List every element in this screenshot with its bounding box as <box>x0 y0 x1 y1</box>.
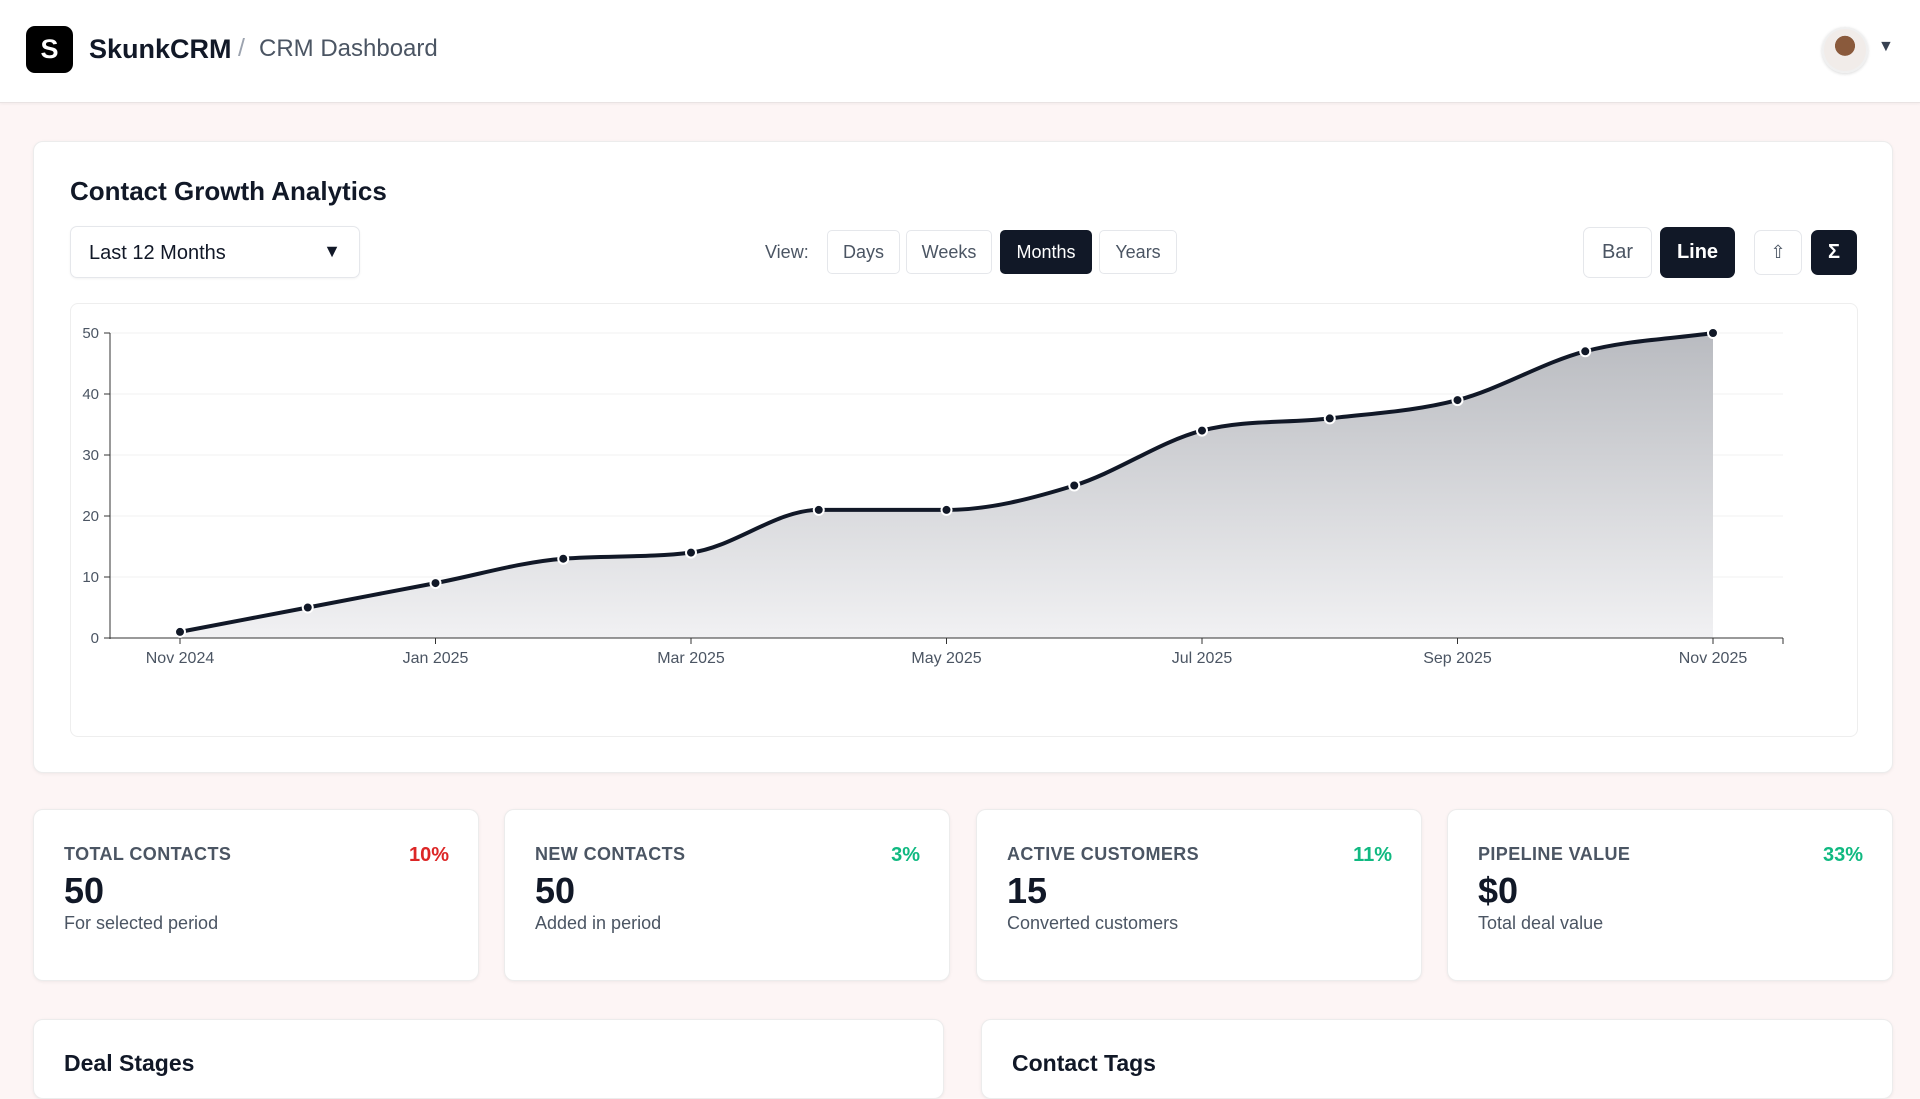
stat-card: PIPELINE VALUE 33% $0 Total deal value <box>1447 809 1893 981</box>
stat-change: 33% <box>1822 844 1863 866</box>
user-avatar-icon[interactable] <box>1822 27 1868 73</box>
y-tick-label: 0 <box>91 630 99 647</box>
data-point <box>1451 394 1464 407</box>
logo[interactable]: S <box>26 26 73 73</box>
stat-card: ACTIVE CUSTOMERS 11% 15 Converted custom… <box>976 809 1422 981</box>
view-label: View: <box>765 242 809 262</box>
stat-card: TOTAL CONTACTS 10% 50 For selected perio… <box>33 809 479 981</box>
data-point <box>1323 412 1336 425</box>
contact-growth-chart: 0 10 20 30 40 50 Nov 2024 Jan 2025 Mar 2025 May 2… <box>82 325 1784 667</box>
contact-tags-title: Contact Tags <box>1012 1050 1156 1076</box>
chart-container: 0 10 20 30 40 50 Nov 2024 Jan 2025 Mar 2025 May 2… <box>70 303 1858 737</box>
view-months-button[interactable]: Months <box>1000 230 1092 274</box>
data-point <box>685 546 697 559</box>
view-days-button[interactable]: Days <box>827 230 900 274</box>
stat-value: 50 <box>535 870 576 911</box>
data-point <box>1579 345 1592 358</box>
view-weeks-button[interactable]: Weeks <box>906 230 992 274</box>
x-tick-label: Jul 2025 <box>1172 650 1233 667</box>
x-tick-label: Nov 2024 <box>146 650 215 667</box>
view-years-button[interactable]: Years <box>1099 230 1177 274</box>
stat-subtitle: Added in period <box>535 913 662 933</box>
stat-card: NEW CONTACTS 3% 50 Added in period <box>504 809 950 981</box>
x-tick-label: May 2025 <box>911 650 981 667</box>
stat-label: PIPELINE VALUE <box>1478 844 1631 864</box>
breadcrumb-separator: / <box>238 34 245 62</box>
export-icon[interactable]: ⇧ <box>1754 230 1802 275</box>
x-tick-label: Mar 2025 <box>657 650 725 667</box>
chevron-down-icon[interactable]: ▼ <box>1878 38 1894 55</box>
data-point <box>174 625 186 638</box>
line-chart-button[interactable]: Line <box>1660 227 1735 278</box>
y-tick-label: 40 <box>82 386 99 403</box>
stat-value: $0 <box>1478 870 1519 911</box>
stat-label: ACTIVE CUSTOMERS <box>1007 844 1200 864</box>
data-point <box>940 503 953 516</box>
y-tick-label: 30 <box>82 447 99 464</box>
area-fill <box>180 333 1713 638</box>
data-point <box>301 601 314 614</box>
deal-stages-card: Deal Stages <box>33 1019 944 1099</box>
y-tick-label: 20 <box>82 508 99 525</box>
stat-label: NEW CONTACTS <box>535 844 686 864</box>
data-point <box>1196 424 1208 437</box>
x-tick-label: Jan 2025 <box>403 650 469 667</box>
deal-stages-title: Deal Stages <box>64 1050 195 1076</box>
x-tick-label: Sep 2025 <box>1423 650 1492 667</box>
stat-subtitle: Total deal value <box>1478 913 1604 933</box>
data-point <box>812 503 825 516</box>
sum-icon[interactable]: Σ <box>1811 230 1857 275</box>
stat-subtitle: For selected period <box>64 913 219 933</box>
date-range-select[interactable]: Last 12 Months ▼ <box>70 226 360 278</box>
x-tick-label: Nov 2025 <box>1679 650 1748 667</box>
data-point <box>1707 327 1719 339</box>
y-tick-label: 50 <box>82 325 99 342</box>
stat-value: 15 <box>1007 870 1048 911</box>
stat-change: 10% <box>408 844 449 866</box>
top-header: S SkunkCRM / CRM Dashboard ▼ <box>0 0 1920 103</box>
card-title: Contact Growth Analytics <box>70 176 387 206</box>
stat-value: 50 <box>64 870 105 911</box>
breadcrumb: CRM Dashboard <box>259 35 438 62</box>
dropdown-arrow-icon: ▼ <box>323 241 341 261</box>
y-tick-label: 10 <box>82 569 99 586</box>
data-point <box>557 552 570 565</box>
bar-chart-button[interactable]: Bar <box>1583 227 1652 278</box>
data-point <box>1068 479 1081 492</box>
stat-change: 3% <box>891 844 920 866</box>
stat-change: 11% <box>1353 844 1392 866</box>
stat-subtitle: Converted customers <box>1007 913 1179 933</box>
brand-name[interactable]: SkunkCRM <box>89 34 232 64</box>
data-point <box>429 577 442 590</box>
stat-label: TOTAL CONTACTS <box>64 844 232 864</box>
date-range-value: Last 12 Months <box>89 242 226 264</box>
contact-growth-card: Contact Growth Analytics Last 12 Months ▼… <box>33 141 1893 773</box>
contact-tags-card: Contact Tags <box>981 1019 1893 1099</box>
